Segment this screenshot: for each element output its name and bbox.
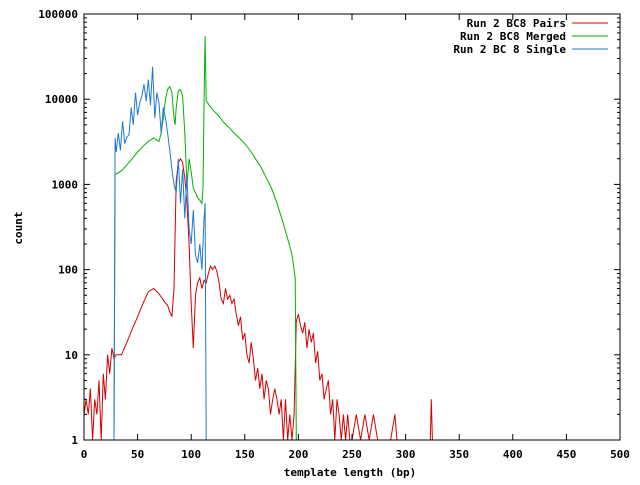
- x-tick-label-0: 0: [81, 448, 88, 461]
- x-tick-label-2: 100: [181, 448, 201, 461]
- x-tick-label-5: 250: [342, 448, 362, 461]
- legend-label-0: Run 2 BC8 Pairs: [467, 17, 566, 30]
- legend-label-1: Run 2 BC8 Merged: [460, 30, 566, 43]
- x-tick-label-7: 350: [449, 448, 469, 461]
- x-tick-label-3: 150: [235, 448, 255, 461]
- y-tick-label-5: 100000: [38, 8, 78, 21]
- x-tick-label-1: 50: [131, 448, 144, 461]
- x-tick-label-10: 500: [610, 448, 630, 461]
- x-tick-label-4: 200: [288, 448, 308, 461]
- series-line-2: [113, 66, 207, 441]
- ticks-layer: 0 50 100 150 200 250 300 350 400 450 500 1 10 100 1000…: [38, 8, 630, 461]
- y-axis-label: count: [12, 211, 25, 244]
- series-line-0: [83, 157, 433, 441]
- x-tick-label-6: 300: [396, 448, 416, 461]
- series-layer: [83, 36, 433, 441]
- x-tick-label-8: 400: [503, 448, 523, 461]
- legend-label-2: Run 2 BC 8 Single: [453, 43, 566, 56]
- y-tick-label-4: 10000: [45, 93, 78, 106]
- y-tick-label-3: 1000: [52, 178, 79, 191]
- y-tick-label-0: 1: [71, 434, 78, 447]
- x-axis-label: template length (bp): [284, 466, 416, 479]
- series-line-1: [113, 36, 297, 441]
- y-tick-label-2: 100: [58, 264, 78, 277]
- x-tick-label-9: 450: [556, 448, 576, 461]
- y-tick-label-1: 10: [65, 349, 78, 362]
- plot-frame: [83, 13, 621, 441]
